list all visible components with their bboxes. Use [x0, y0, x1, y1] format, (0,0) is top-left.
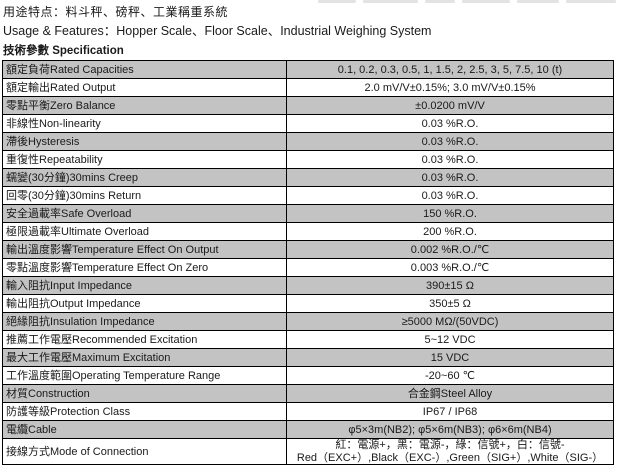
specification-heading: 技術參數 Specification — [3, 45, 124, 57]
spec-label: 回零(30分鐘)30mins Return — [2, 186, 287, 205]
spec-label: 防護等級Protection Class — [2, 402, 287, 421]
table-row: 推薦工作電壓Recommended Excitation 5~12 VDC — [2, 330, 614, 349]
spec-value: 紅：電源+，黑：電源-，綠：信號+，白：信號- Red（EXC+）,Black（E… — [286, 438, 614, 465]
table-row: 重復性Repeatability 0.03 %R.O. — [2, 150, 614, 169]
spec-value-line: 紅：電源+，黑：電源-，綠：信號+，白：信號- — [335, 439, 565, 452]
table-row: 接線方式Mode of Connection 紅：電源+，黑：電源-，綠：信號+，… — [2, 438, 614, 465]
spec-label: 非線性Non-linearity — [2, 114, 287, 133]
spec-value: 150 %R.O. — [286, 204, 614, 223]
spec-label: 零點溫度影響Temperature Effect On Zero — [2, 258, 287, 277]
table-row: 工作溫度範圍Operating Temperature Range -20~60 … — [2, 366, 614, 385]
spec-value: 5~12 VDC — [286, 330, 614, 349]
spec-value: 0.003 %R.O./℃ — [286, 258, 614, 277]
spec-label: 額定輸出Rated Output — [2, 78, 287, 97]
table-row: 極限過載率Ultimate Overload 200 %R.O. — [2, 222, 614, 241]
spec-value: 200 %R.O. — [286, 222, 614, 241]
spec-value: 0.03 %R.O. — [286, 168, 614, 187]
table-row: 電纜Cable φ5×3m(NB2); φ5×6m(NB3); φ6×6m(NB4… — [2, 420, 614, 439]
table-row: 零點溫度影響Temperature Effect On Zero 0.003 %R… — [2, 258, 614, 277]
spec-label: 工作溫度範圍Operating Temperature Range — [2, 366, 287, 385]
spec-label: 零點平衡Zero Balance — [2, 96, 287, 115]
spec-value: 合金鋼Steel Alloy — [286, 384, 614, 403]
spec-label: 電纜Cable — [2, 420, 287, 439]
spec-label: 最大工作電壓Maximum Excitation — [2, 348, 287, 367]
table-row: 最大工作電壓Maximum Excitation 15 VDC — [2, 348, 614, 367]
table-row: 回零(30分鐘)30mins Return 0.03 %R.O. — [2, 186, 614, 205]
spec-value: 0.03 %R.O. — [286, 186, 614, 205]
spec-value: 350±5 Ω — [286, 294, 614, 313]
spec-label: 極限過載率Ultimate Overload — [2, 222, 287, 241]
spec-label: 蠕變(30分鐘)30mins Creep — [2, 168, 287, 187]
spec-label: 輸出阻抗Output Impedance — [2, 294, 287, 313]
spec-label: 輸出溫度影響Temperature Effect On Output — [2, 240, 287, 259]
table-row: 蠕變(30分鐘)30mins Creep 0.03 %R.O. — [2, 168, 614, 187]
table-row: 安全過載率Safe Overload 150 %R.O. — [2, 204, 614, 223]
table-row: 絕緣阻抗Insulation Impedance ≥5000 MΩ/(50VDC) — [2, 312, 614, 331]
spec-label: 推薦工作電壓Recommended Excitation — [2, 330, 287, 349]
spec-value: IP67 / IP68 — [286, 402, 614, 421]
table-row: 輸出阻抗Output Impedance 350±5 Ω — [2, 294, 614, 313]
table-row: 輸出溫度影響Temperature Effect On Output 0.002 … — [2, 240, 614, 259]
table-row: 滯後Hysteresis 0.03 %R.O. — [2, 132, 614, 151]
spec-value: ≥5000 MΩ/(50VDC) — [286, 312, 614, 331]
spec-value: 0.1, 0.2, 0.3, 0.5, 1, 1.5, 2, 2.5, 3, 5… — [286, 60, 614, 79]
spec-label: 材質Construction — [2, 384, 287, 403]
usage-features-line-en: Usage & Features：Hopper Scale、Floor Scal… — [3, 24, 432, 38]
spec-value: 0.03 %R.O. — [286, 132, 614, 151]
specification-table: 額定負荷Rated Capacities 0.1, 0.2, 0.3, 0.5, … — [2, 60, 614, 465]
table-row: 防護等級Protection Class IP67 / IP68 — [2, 402, 614, 421]
table-row: 額定負荷Rated Capacities 0.1, 0.2, 0.3, 0.5, … — [2, 60, 614, 79]
usage-features-line-zh: 用途特点：料斗秤、磅秤、工業稱重系統 — [3, 5, 229, 19]
spec-value-line: Red（EXC+）,Black（EXC-）,Green（SIG+）,White（… — [296, 451, 604, 464]
spec-value: 15 VDC — [286, 348, 614, 367]
table-row: 零點平衡Zero Balance ±0.0200 mV/V — [2, 96, 614, 115]
spec-value: 0.03 %R.O. — [286, 150, 614, 169]
spec-label: 輸入阻抗Input Impedance — [2, 276, 287, 295]
spec-value: 390±15 Ω — [286, 276, 614, 295]
cropped-text-artifact — [318, 0, 632, 5]
spec-label: 絕緣阻抗Insulation Impedance — [2, 312, 287, 331]
table-row: 非線性Non-linearity 0.03 %R.O. — [2, 114, 614, 133]
spec-value: -20~60 ℃ — [286, 366, 614, 385]
spec-value: ±0.0200 mV/V — [286, 96, 614, 115]
table-row: 額定輸出Rated Output 2.0 mV/V±0.15%; 3.0 mV/V… — [2, 78, 614, 97]
spec-value: φ5×3m(NB2); φ5×6m(NB3); φ6×6m(NB4) — [286, 420, 614, 439]
spec-value: 0.002 %R.O./℃ — [286, 240, 614, 259]
table-row: 材質Construction 合金鋼Steel Alloy — [2, 384, 614, 403]
spec-label: 接線方式Mode of Connection — [2, 438, 287, 465]
spec-label: 重復性Repeatability — [2, 150, 287, 169]
spec-value: 0.03 %R.O. — [286, 114, 614, 133]
spec-label: 滯後Hysteresis — [2, 132, 287, 151]
spec-label: 額定負荷Rated Capacities — [2, 60, 287, 79]
table-row: 輸入阻抗Input Impedance 390±15 Ω — [2, 276, 614, 295]
spec-label: 安全過載率Safe Overload — [2, 204, 287, 223]
spec-value: 2.0 mV/V±0.15%; 3.0 mV/V±0.15% — [286, 78, 614, 97]
